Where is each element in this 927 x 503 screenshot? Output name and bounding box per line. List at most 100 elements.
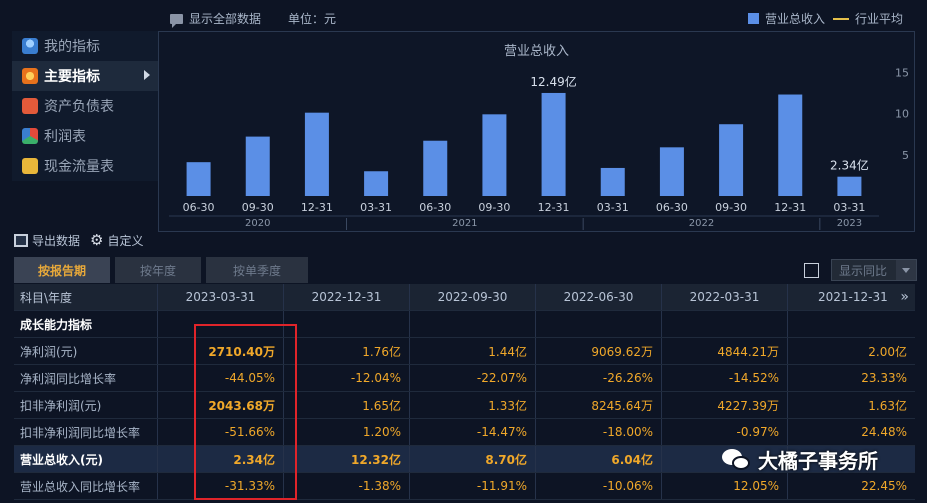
- table-cell: 2.00亿: [868, 344, 907, 359]
- chart-bar: [541, 92, 566, 196]
- table-row: 营业总收入同比增长率 -31.33% -1.38% -11.91% -10.06…: [14, 473, 915, 500]
- legend-line-label[interactable]: 行业平均: [855, 12, 904, 26]
- data-label: 2.34亿: [830, 158, 869, 173]
- chart-bar: [837, 176, 862, 196]
- period-tabs: 按报告期 按年度 按单季度: [14, 257, 308, 283]
- show-yoy-label: 显示同比: [839, 263, 888, 278]
- data-label: 12.49亿: [530, 74, 576, 89]
- show-all-data-toggle[interactable]: 显示全部数据: [170, 10, 261, 28]
- sidebar-item-label: 利润表: [44, 129, 86, 145]
- x-tick-label: 12-31: [774, 201, 806, 214]
- year-label: 2020: [245, 218, 270, 229]
- table-cell: -26.26%: [536, 365, 662, 391]
- table-cell: [158, 311, 284, 337]
- table-cell: 4844.21万: [662, 338, 788, 364]
- x-tick-label: 03-31: [597, 201, 629, 214]
- show-yoy-select[interactable]: 显示同比: [831, 259, 917, 281]
- x-tick-label: 09-30: [478, 201, 510, 214]
- sidebar-item-income-statement[interactable]: 利润表: [12, 121, 158, 151]
- table-cell: 2.34亿: [158, 446, 284, 472]
- coin-icon: [22, 158, 38, 174]
- chart-bar: [186, 162, 211, 196]
- table-header-row: 科目\年度 2023-03-31 2022-12-31 2022-09-30 2…: [14, 284, 915, 311]
- column-header[interactable]: 2022-12-31: [284, 284, 410, 310]
- table-cell: 24.48%: [861, 425, 907, 439]
- table-cell: 6.04亿: [536, 446, 662, 472]
- table-cell: 4227.39万: [662, 392, 788, 418]
- table-cell: -0.97%: [662, 419, 788, 445]
- customize-label: 自定义: [107, 234, 144, 248]
- chart-legend: 营业总收入 行业平均: [748, 10, 903, 27]
- table-cell: -22.07%: [410, 365, 536, 391]
- chart-bar: [482, 114, 507, 196]
- column-header[interactable]: 2021-12-31: [818, 290, 888, 304]
- sidebar-item-cash-flow[interactable]: 现金流量表: [12, 151, 158, 181]
- table-cell: -14.47%: [410, 419, 536, 445]
- chevron-right-icon: [144, 70, 150, 80]
- compare-checkbox[interactable]: [804, 262, 819, 278]
- chart-bar: [659, 147, 684, 196]
- sidebar-item-main-indicators[interactable]: 主要指标: [12, 61, 158, 91]
- unit-label: 单位：元: [288, 12, 337, 26]
- sidebar-item-label: 资产负债表: [44, 99, 114, 115]
- year-label: 2023: [837, 218, 862, 229]
- table-cell: -51.66%: [158, 419, 284, 445]
- sidebar-item-label: 主要指标: [44, 69, 100, 85]
- table-cell: 8245.64万: [536, 392, 662, 418]
- year-label: 2022: [689, 218, 714, 229]
- table-cell: 8.70亿: [410, 446, 536, 472]
- customize-button[interactable]: ⚙ 自定义: [90, 232, 143, 249]
- x-tick-label: 12-31: [301, 201, 333, 214]
- table-cell: -12.04%: [284, 365, 410, 391]
- chart-bar: [304, 112, 329, 196]
- export-icon: [14, 234, 28, 247]
- comment-icon: [170, 13, 183, 28]
- star-icon: [22, 68, 38, 84]
- document-icon: [22, 98, 38, 114]
- column-header[interactable]: 2022-03-31: [662, 284, 788, 310]
- pie-icon: [22, 128, 38, 144]
- table-cell: 1.63亿: [868, 398, 907, 413]
- tab-by-year[interactable]: 按年度: [115, 257, 201, 283]
- table-cell: 12.32亿: [284, 446, 410, 472]
- table-cell: -18.00%: [536, 419, 662, 445]
- sidebar-item-my-indicators[interactable]: 我的指标: [12, 31, 158, 61]
- chart-bar: [778, 94, 803, 196]
- table-cell: -11.91%: [410, 473, 536, 499]
- export-data-button[interactable]: 导出数据: [14, 232, 80, 249]
- chart-bar: [423, 140, 448, 196]
- revenue-chart-panel: 营业总收入 5 10 15 06-30 09-30 12-31 03-31 06-30 09-3…: [158, 31, 915, 232]
- column-header[interactable]: 2022-09-30: [410, 284, 536, 310]
- legend-line-swatch: [833, 17, 850, 20]
- year-label: 2021: [452, 218, 477, 229]
- tab-by-quarter[interactable]: 按单季度: [206, 257, 308, 283]
- table-cell: [662, 446, 788, 472]
- x-tick-label: 06-30: [183, 201, 215, 214]
- table-row: 扣非净利润(元) 2043.68万 1.65亿 1.33亿 8245.64万 4…: [14, 392, 915, 419]
- table-cell: 12.05%: [662, 473, 788, 499]
- chart-title: 营业总收入: [503, 44, 569, 59]
- column-header[interactable]: 2022-06-30: [536, 284, 662, 310]
- table-cell: 2710.40万: [158, 338, 284, 364]
- chart-bar: [245, 136, 270, 196]
- export-label: 导出数据: [32, 234, 81, 248]
- chart-bar: [364, 171, 389, 196]
- sidebar-item-label: 现金流量表: [44, 159, 114, 175]
- table-row: 扣非净利润同比增长率 -51.66% 1.20% -14.47% -18.00%…: [14, 419, 915, 446]
- row-label: 扣非净利润同比增长率: [14, 419, 158, 445]
- x-tick-label: 06-30: [419, 201, 451, 214]
- sidebar-item-balance-sheet[interactable]: 资产负债表: [12, 91, 158, 121]
- double-chevron-right-icon[interactable]: »: [900, 289, 909, 305]
- legend-bar-swatch: [748, 13, 759, 24]
- legend-bar-label[interactable]: 营业总收入: [765, 12, 826, 26]
- tab-by-report-period[interactable]: 按报告期: [14, 257, 110, 283]
- y-tick-label: 15: [895, 66, 909, 79]
- table-cell: [536, 311, 662, 337]
- table-cell: [788, 311, 915, 337]
- x-tick-label: 09-30: [242, 201, 274, 214]
- table-cell: -14.52%: [662, 365, 788, 391]
- column-header[interactable]: 2023-03-31: [158, 284, 284, 310]
- indicators-table: 科目\年度 2023-03-31 2022-12-31 2022-09-30 2…: [14, 284, 915, 500]
- row-label: 营业总收入同比增长率: [14, 473, 158, 499]
- table-cell: 1.44亿: [410, 338, 536, 364]
